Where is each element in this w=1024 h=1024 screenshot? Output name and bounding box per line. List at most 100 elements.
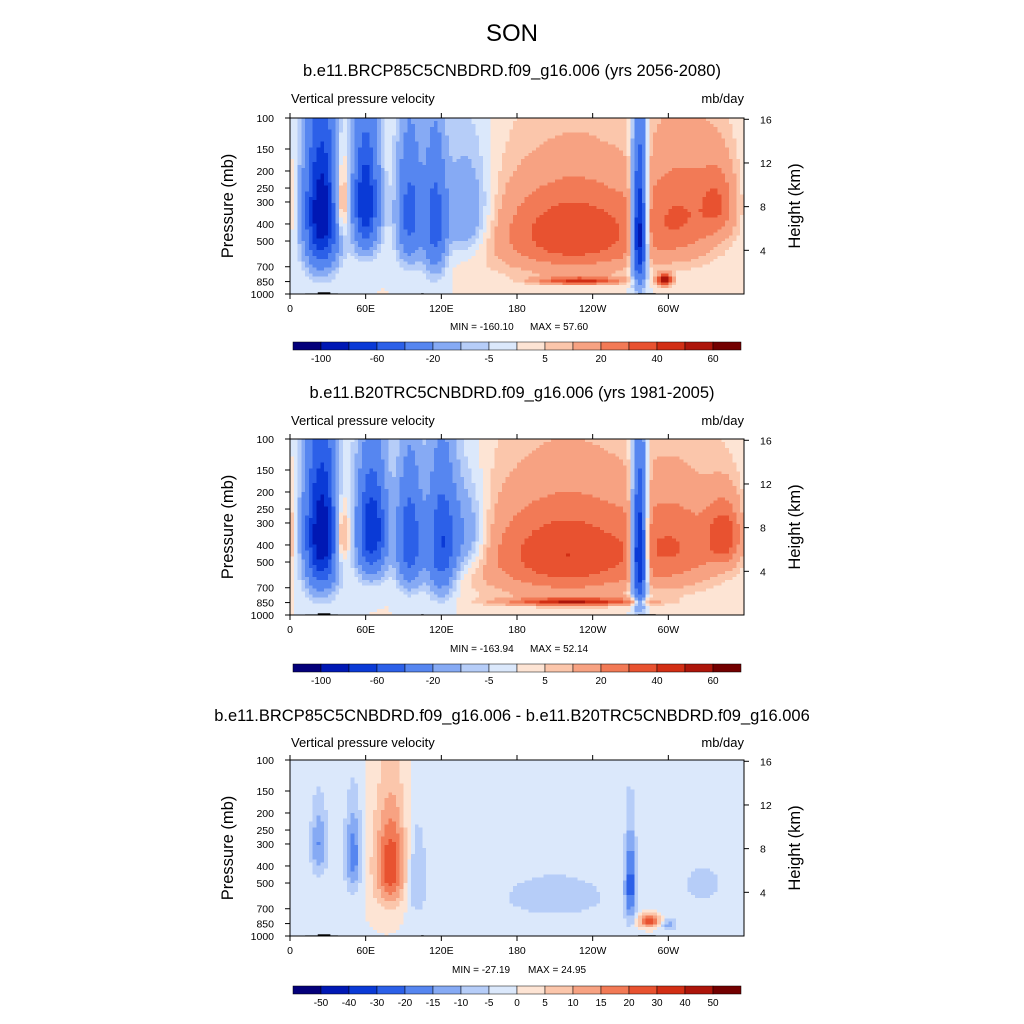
field-cell xyxy=(539,197,544,201)
field-cell xyxy=(418,162,423,166)
field-cell xyxy=(566,147,571,151)
field-cell xyxy=(577,159,582,163)
field-cell xyxy=(399,164,404,169)
field-cell xyxy=(448,238,454,242)
field-cell xyxy=(539,162,544,166)
field-cell xyxy=(335,217,340,222)
field-cell xyxy=(293,217,299,222)
field-cell xyxy=(460,235,465,239)
field-cell xyxy=(725,185,730,189)
field-cell xyxy=(290,191,295,195)
field-cell xyxy=(342,223,348,228)
field-cell xyxy=(441,150,446,154)
field-cell xyxy=(320,229,325,233)
field-cell xyxy=(706,170,711,175)
field-cell xyxy=(524,208,529,213)
field-cell xyxy=(562,206,567,210)
field-cell xyxy=(301,217,306,222)
field-cell xyxy=(619,197,624,201)
field-cell xyxy=(384,150,389,154)
field-cell xyxy=(365,182,370,186)
field-cell xyxy=(365,235,370,239)
field-cell xyxy=(498,203,503,207)
field-cell xyxy=(672,206,677,210)
field-cell xyxy=(702,179,707,184)
field-cell xyxy=(482,223,488,228)
field-cell xyxy=(437,135,442,140)
field-cell xyxy=(392,200,397,204)
field-cell xyxy=(615,226,620,230)
field-cell xyxy=(339,156,344,160)
field-cell xyxy=(554,120,560,125)
field-cell xyxy=(539,223,544,228)
field-cell xyxy=(293,159,299,163)
field-cell xyxy=(709,185,715,189)
field-cell xyxy=(494,194,499,198)
field-cell xyxy=(308,223,314,228)
field-cell xyxy=(441,141,446,145)
field-cell xyxy=(505,235,510,239)
field-cell xyxy=(740,173,745,178)
field-cell xyxy=(569,179,575,184)
panel1-min-label: MIN = -160.10 xyxy=(450,322,514,333)
field-cell xyxy=(395,182,401,186)
field-cell xyxy=(698,211,703,216)
field-cell xyxy=(475,206,480,210)
field-cell xyxy=(354,170,359,175)
field-cell xyxy=(358,150,363,154)
field-cell xyxy=(585,120,590,125)
field-cell xyxy=(562,185,567,189)
field-cell xyxy=(615,164,620,169)
field-cell xyxy=(562,235,567,239)
field-cell xyxy=(486,217,492,222)
field-cell xyxy=(395,223,401,228)
field-cell xyxy=(365,191,370,195)
field-cell xyxy=(592,150,597,154)
field-cell xyxy=(320,120,325,125)
field-cell xyxy=(498,126,503,131)
field-cell xyxy=(316,144,321,148)
field-cell xyxy=(721,197,726,201)
field-cell xyxy=(490,135,495,140)
field-cell xyxy=(562,167,567,172)
field-cell xyxy=(524,132,529,137)
field-cell xyxy=(380,220,386,225)
field-cell xyxy=(645,191,650,195)
field-cell xyxy=(505,191,510,195)
field-cell xyxy=(445,156,450,160)
field-cell xyxy=(562,200,567,204)
field-cell xyxy=(698,229,703,233)
field-cell xyxy=(615,232,620,236)
field-cell xyxy=(694,173,700,178)
field-cell xyxy=(740,123,745,128)
field-cell xyxy=(498,179,503,184)
field-cell xyxy=(411,176,416,181)
field-cell xyxy=(490,197,495,201)
field-cell xyxy=(607,138,613,142)
field-cell xyxy=(467,153,473,157)
field-cell xyxy=(615,176,620,181)
field-cell xyxy=(418,217,423,222)
field-cell xyxy=(339,229,344,233)
field-cell xyxy=(445,235,450,239)
field-cell xyxy=(377,229,382,233)
field-cell xyxy=(573,147,579,151)
field-cell xyxy=(585,185,590,189)
field-cell xyxy=(335,118,340,122)
field-cell xyxy=(369,229,374,233)
field-cell xyxy=(517,208,522,213)
field-cell xyxy=(547,214,552,219)
field-cell xyxy=(399,200,404,204)
field-cell xyxy=(535,200,541,204)
field-cell xyxy=(517,118,522,122)
field-cell xyxy=(403,162,408,166)
field-cell xyxy=(687,208,692,213)
field-cell xyxy=(335,126,340,131)
field-cell xyxy=(373,162,378,166)
field-cell xyxy=(505,176,510,181)
field-cell xyxy=(490,238,495,242)
field-cell xyxy=(626,203,631,207)
field-cell xyxy=(528,191,533,195)
field-cell xyxy=(498,197,503,201)
field-cell xyxy=(380,120,386,125)
